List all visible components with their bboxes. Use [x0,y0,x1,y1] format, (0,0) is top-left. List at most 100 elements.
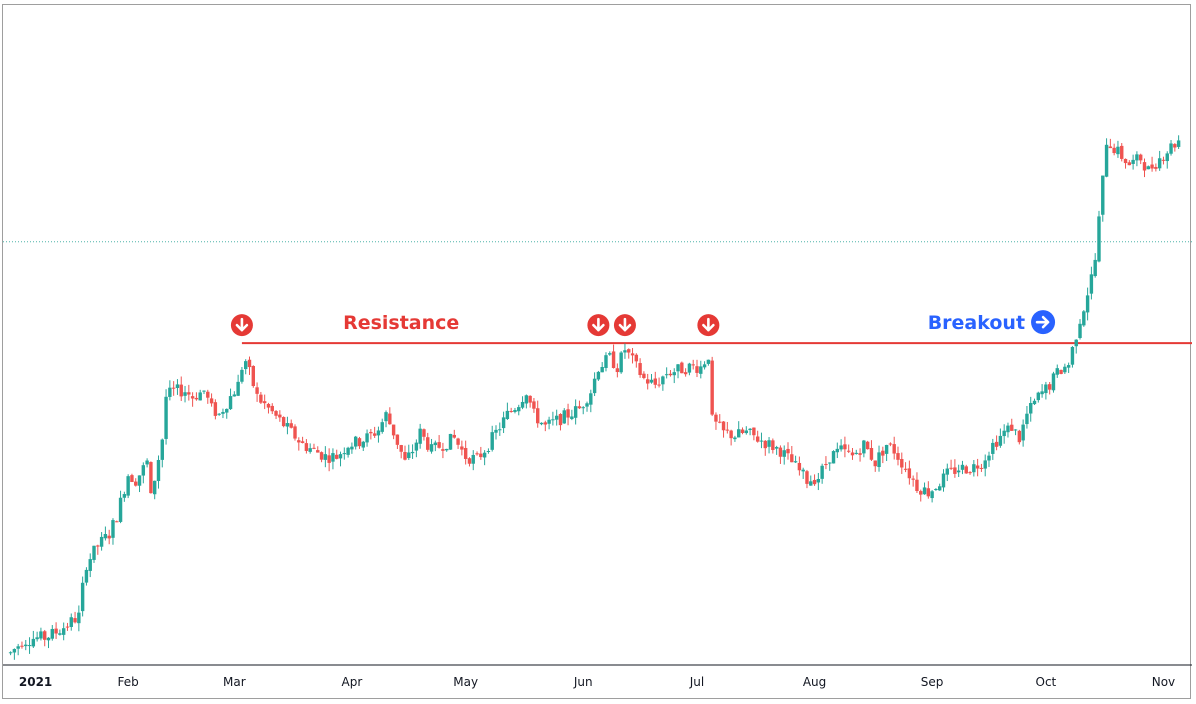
candle [39,627,43,641]
candle [953,459,957,478]
candle-body [903,468,908,470]
candle-body [285,423,290,427]
candle [983,454,987,477]
candle-body [596,371,601,380]
candle [77,605,81,632]
candle [54,622,58,639]
candle-body [1063,366,1067,373]
candle [801,467,805,479]
candle [630,348,635,364]
candle-body [490,432,494,450]
candle [84,567,89,586]
candle [547,416,551,430]
candle-body [1066,365,1071,368]
candle-body [171,387,176,389]
candle-body [160,439,164,460]
candle-body [623,350,627,353]
candle [179,376,183,402]
candle-body [134,481,138,486]
candle [346,446,350,458]
candle [156,455,161,489]
candle-body [240,369,244,382]
candle-body [213,402,218,416]
candle [24,639,28,651]
candle [1093,253,1097,278]
candle-body [31,638,36,647]
candle [759,432,764,449]
candle-body [380,422,384,432]
candle [266,402,271,414]
candle [27,637,32,654]
candle-body [877,452,881,468]
candle-body [953,467,957,474]
candle-body [543,422,548,425]
candle-body [1150,164,1154,169]
candle-body [312,447,316,449]
candle [968,471,972,475]
candle [300,436,305,444]
candle-body [790,454,794,463]
candle [1150,156,1154,172]
candle-body [907,468,912,479]
candle-body [676,364,680,372]
candle [240,366,244,384]
candle [1101,175,1105,222]
candle-body [1044,384,1048,394]
candle [536,400,540,428]
candle-body [244,361,248,370]
candle [680,361,684,374]
chart-frame: Resistance Breakout 2021 Feb Mar Apr May Jun J… [2,4,1192,700]
candle [209,393,214,407]
candle-body [941,473,946,488]
candle [790,445,794,463]
candle-body [744,430,749,434]
candle [509,407,513,413]
candle [755,430,760,443]
candle-body [972,464,976,473]
candle-body [896,453,900,460]
resistance-label: Resistance [343,312,459,334]
candle-body [365,433,369,443]
candle [683,368,688,377]
candle-body [1101,175,1105,215]
candle-body [137,475,142,486]
candle [1070,346,1075,368]
candle-body [1123,158,1128,164]
candlestick-chart[interactable]: Resistance Breakout 2021 Feb Mar Apr May Jun J… [3,5,1192,700]
candle-body [92,545,96,560]
candle-body [820,465,824,479]
candle-body [50,628,55,639]
candle [323,446,328,468]
candle [695,359,699,378]
candle-body [342,453,347,455]
candle-body [619,352,623,373]
candle-body [418,428,422,444]
candle [486,448,491,454]
candle-body [797,462,802,471]
candle-body [444,448,449,451]
candle-body [479,453,483,458]
candle [149,461,153,494]
down-arrow-icon [587,314,610,337]
candle-body [1142,162,1147,171]
candle-body [202,390,206,392]
candle [702,361,707,370]
candle-body [699,366,703,374]
candle [972,460,976,477]
candle [414,439,419,458]
candle-body [369,431,373,434]
candle-body [994,441,999,447]
candle-body [592,378,597,394]
candle-body [539,422,544,425]
candle-body [915,479,919,491]
candle-body [183,392,187,396]
candle-body [839,445,843,450]
candle [945,463,949,482]
candle-body [24,644,28,647]
candle [342,447,347,460]
candle-body [1097,216,1101,262]
candle [570,409,574,421]
candle-body [752,427,756,436]
candle [554,409,559,426]
candle-body [919,491,923,495]
